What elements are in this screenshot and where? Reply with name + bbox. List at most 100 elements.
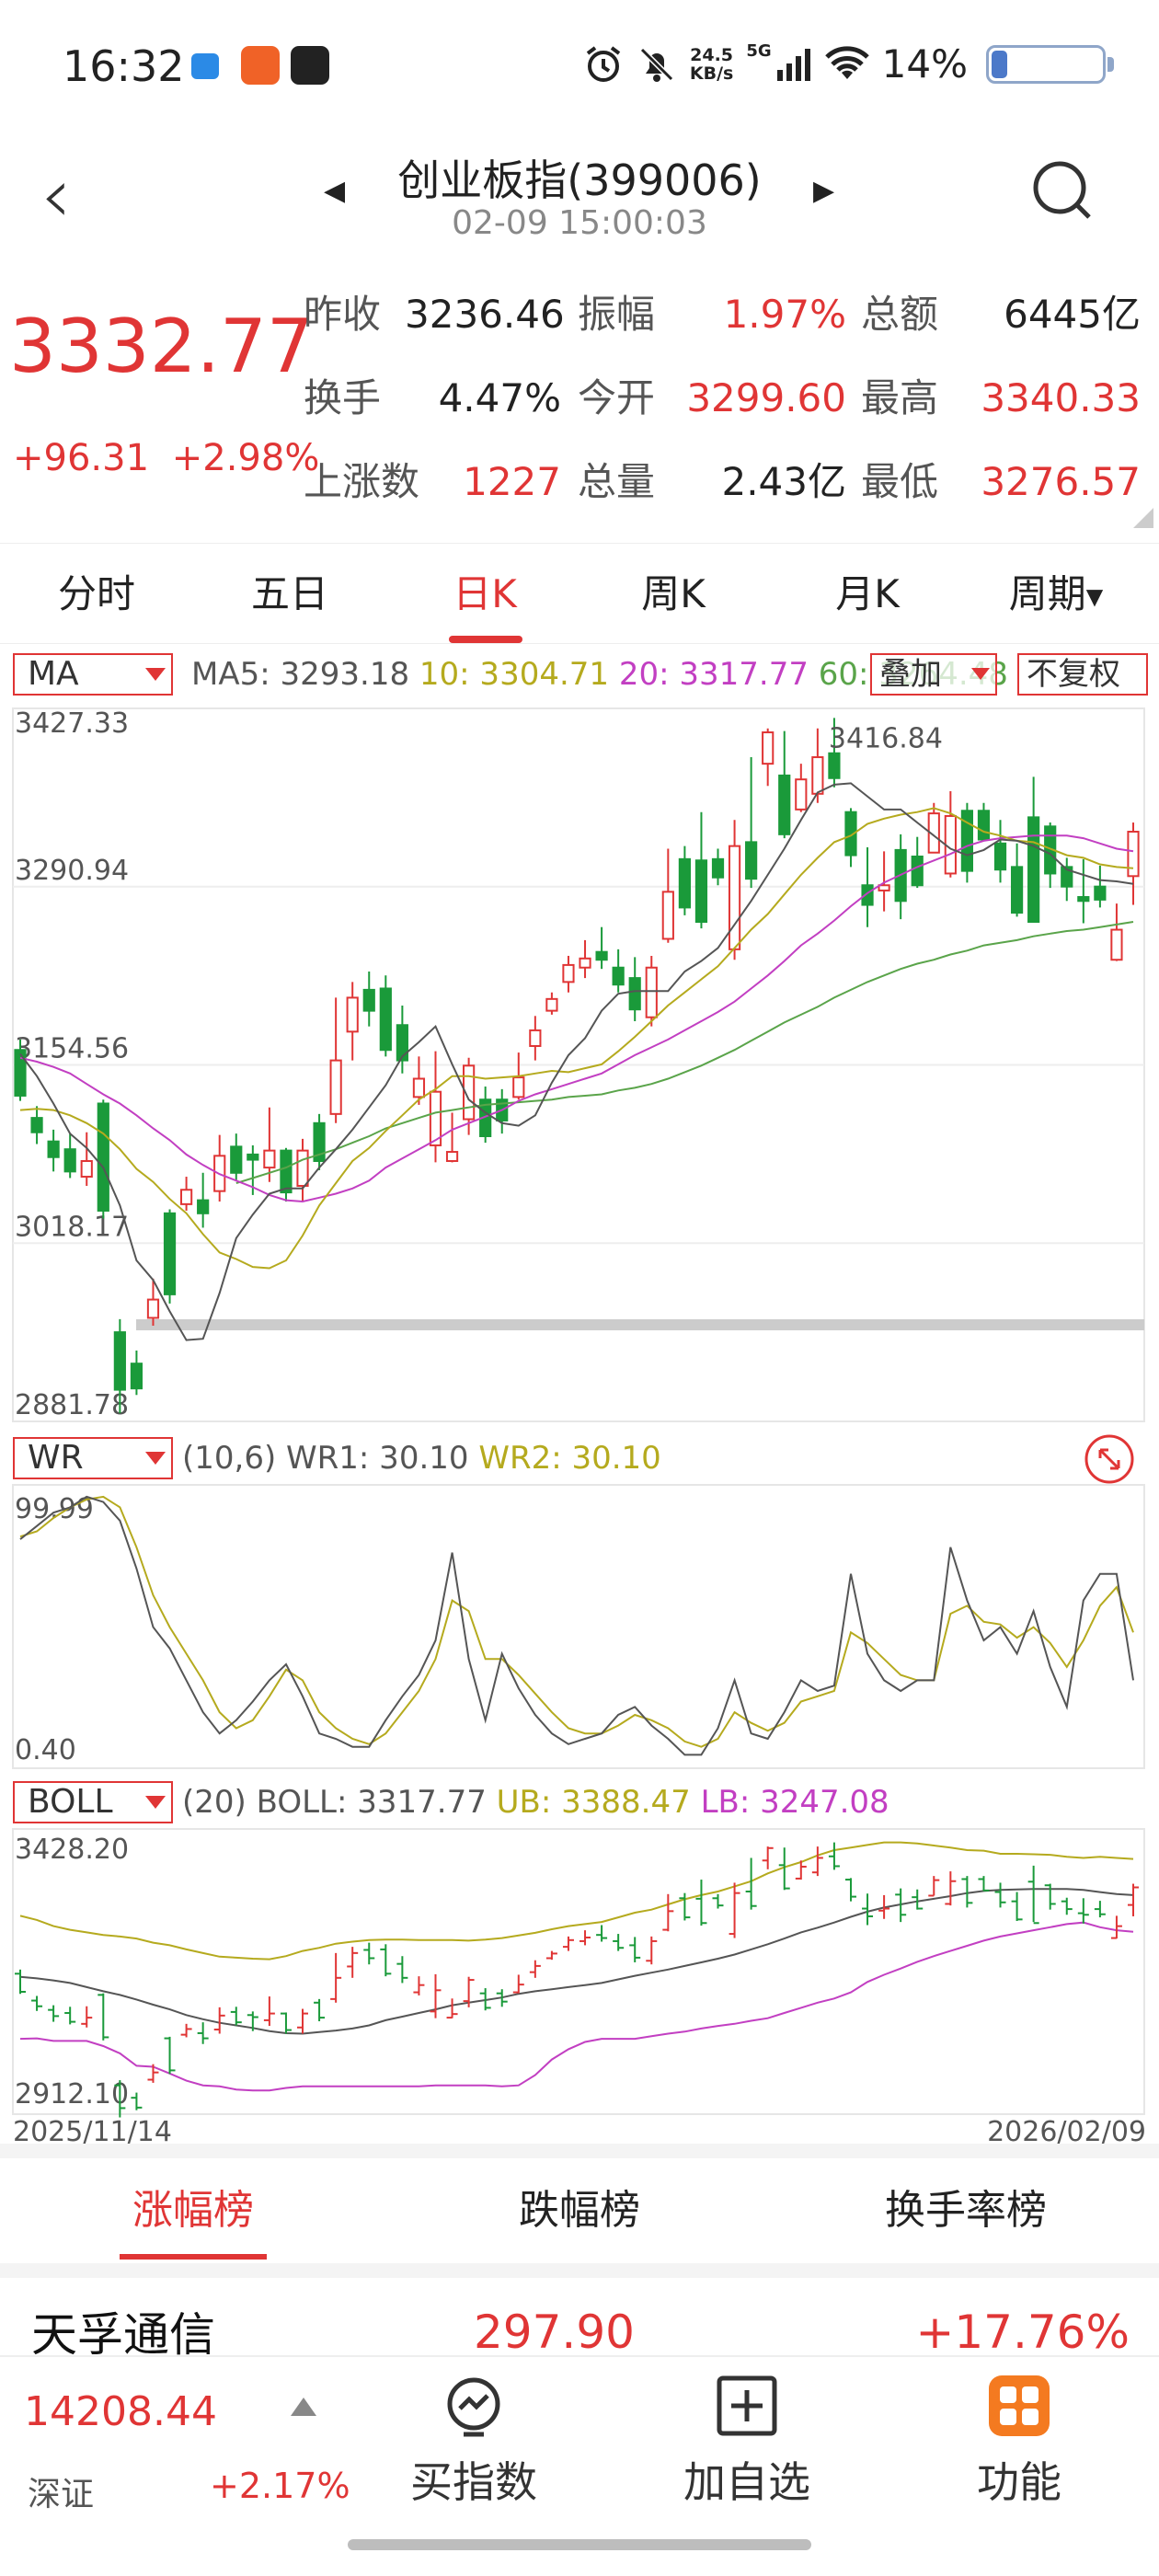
tab-period-dropdown[interactable]: 周期▼	[964, 544, 1148, 645]
net-speed-value: 24.5	[690, 44, 734, 65]
battery-level	[992, 50, 1008, 78]
candle-down	[113, 1331, 126, 1391]
candle-up	[146, 1298, 160, 1319]
boll-lb-line	[19, 1921, 1134, 2092]
candle-down	[911, 855, 924, 887]
rank-list-item[interactable]: 天孚通信 297.90 +17.76%	[0, 2263, 1159, 2362]
tab-daily-k[interactable]: 日K	[453, 571, 517, 616]
buy-index-button[interactable]: 买指数	[382, 2374, 566, 2512]
candle-down	[362, 988, 375, 1012]
back-button[interactable]: ‹	[40, 150, 72, 240]
candle-up	[429, 1090, 442, 1146]
stat-label: 今开	[578, 375, 656, 420]
candle-down	[130, 1363, 143, 1390]
stock-change-pct: +17.76%	[915, 2306, 1130, 2359]
stat-label: 最低	[861, 459, 939, 504]
active-tab-underline	[449, 636, 522, 643]
stat-label: 振幅	[578, 292, 656, 337]
header: ‹ ◀ 创业板指(399006) 02-09 15:00:03 ▶	[0, 138, 1159, 258]
boll-ub-line	[19, 1841, 1134, 1961]
wifi-icon	[824, 45, 869, 79]
network-type: 5G	[746, 41, 772, 61]
shenzhen-index-value[interactable]: 14208.44	[24, 2388, 217, 2435]
tab-five-day[interactable]: 五日	[250, 571, 328, 616]
candle-up	[80, 1159, 93, 1179]
candle-down	[977, 810, 991, 841]
functions-button[interactable]: 功能	[927, 2374, 1111, 2512]
functions-grid-icon	[989, 2375, 1050, 2436]
fullscreen-icon[interactable]	[1084, 1433, 1135, 1485]
kline-svg[interactable]: 3427.33 3290.94 3154.56 3018.17 2881.78 3416.…	[0, 644, 1159, 2144]
candle-down	[30, 1117, 43, 1133]
stat-label: 换手	[304, 375, 382, 420]
wr-y-tick: 0.40	[15, 1734, 76, 1766]
stat-value: 3276.57	[981, 459, 1141, 504]
tab-turnover-rank[interactable]: 换手率榜	[885, 2187, 1047, 2234]
kline-chart-area: MA MA5: 3293.18 10: 3304.71 20: 3317.77 …	[0, 644, 1159, 2148]
boll-indicator-select[interactable]: BOLL	[13, 1781, 173, 1823]
zhang-app-icon	[291, 46, 329, 85]
boll-mid-legend: BOLL: 3317.77	[256, 1784, 487, 1821]
net-speed: 24.5 KB/s	[690, 46, 733, 83]
candle-up	[1110, 928, 1123, 961]
tab-top-gainers[interactable]: 涨幅榜	[132, 2187, 254, 2234]
expand-up-icon[interactable]	[291, 2398, 316, 2416]
candle-up	[445, 1151, 459, 1162]
add-watchlist-button[interactable]: 加自选	[655, 2374, 839, 2512]
candle-down	[280, 1149, 293, 1194]
status-time: 16:32	[63, 41, 185, 91]
wr-indicator-select[interactable]: WR	[13, 1437, 173, 1479]
tab-intraday[interactable]: 分时	[57, 571, 135, 616]
dropdown-caret-icon	[145, 1796, 166, 1809]
kline-y-tick: 3427.33	[15, 707, 129, 740]
kline-y-tick: 2881.78	[15, 1389, 129, 1421]
change-percent: +2.98%	[171, 437, 320, 479]
overlay-button[interactable]: 叠加	[870, 653, 997, 696]
candle-up	[263, 1149, 276, 1169]
candle-down	[694, 859, 708, 924]
stat-value: 3299.60	[686, 375, 846, 420]
tab-weekly-k[interactable]: 周K	[641, 571, 706, 616]
candle-up	[463, 1064, 476, 1121]
adjust-button[interactable]: 不复权	[1017, 653, 1148, 696]
alarm-icon	[586, 45, 621, 82]
candle-down	[595, 950, 608, 961]
overlay-caret-icon	[971, 668, 990, 680]
candle-up	[579, 957, 591, 969]
boll-y-tick: 3428.20	[15, 1834, 129, 1866]
expand-corner-icon[interactable]	[1133, 508, 1153, 528]
signal-icon	[776, 48, 810, 81]
candle-down	[745, 841, 758, 880]
home-indicator[interactable]	[348, 2539, 811, 2550]
candle-down	[1077, 896, 1090, 903]
next-index-arrow-icon[interactable]: ▶	[813, 175, 835, 207]
ma5-line	[19, 782, 1134, 1341]
candle-up	[529, 1029, 542, 1047]
wr-panel-frame	[12, 1484, 1145, 1769]
period-tabs: 分时 五日 日K 周K 月K 周期▼	[0, 543, 1159, 644]
tab-monthly-k[interactable]: 月K	[835, 571, 900, 616]
stats-row: 昨收 3236.46 振幅 1.97% 总额 6445亿	[304, 287, 1141, 371]
stats-row: 换手 4.47% 今开 3299.60 最高 3340.33	[304, 371, 1141, 454]
candle-down	[396, 1024, 408, 1062]
candle-up	[645, 966, 658, 1018]
wr-y-tick: 99.99	[15, 1493, 94, 1525]
tab-top-losers[interactable]: 跌幅榜	[519, 2187, 640, 2234]
ma5-legend: MA5: 3293.18	[191, 656, 410, 693]
search-icon[interactable]	[1030, 158, 1095, 223]
candle-down	[47, 1140, 60, 1158]
date-start: 2025/11/14	[13, 2116, 172, 2148]
candle-up	[412, 1077, 426, 1098]
prev-index-arrow-icon[interactable]: ◀	[324, 175, 346, 207]
battery-percent: 14%	[881, 41, 968, 86]
candle-down	[230, 1145, 243, 1174]
quote-panel: 3332.77 +96.31 +2.98% 昨收 3236.46 振幅 1.97…	[0, 276, 1159, 534]
stock-price: 297.90	[474, 2306, 635, 2359]
buy-index-label: 买指数	[410, 2457, 537, 2507]
candle-down	[313, 1121, 326, 1162]
kline-y-tick: 3290.94	[15, 855, 129, 887]
candle-down	[197, 1199, 210, 1214]
ma-indicator-select[interactable]: MA	[13, 653, 173, 696]
boll-y-tick: 2912.10	[15, 2078, 129, 2110]
battery-icon	[986, 44, 1114, 84]
